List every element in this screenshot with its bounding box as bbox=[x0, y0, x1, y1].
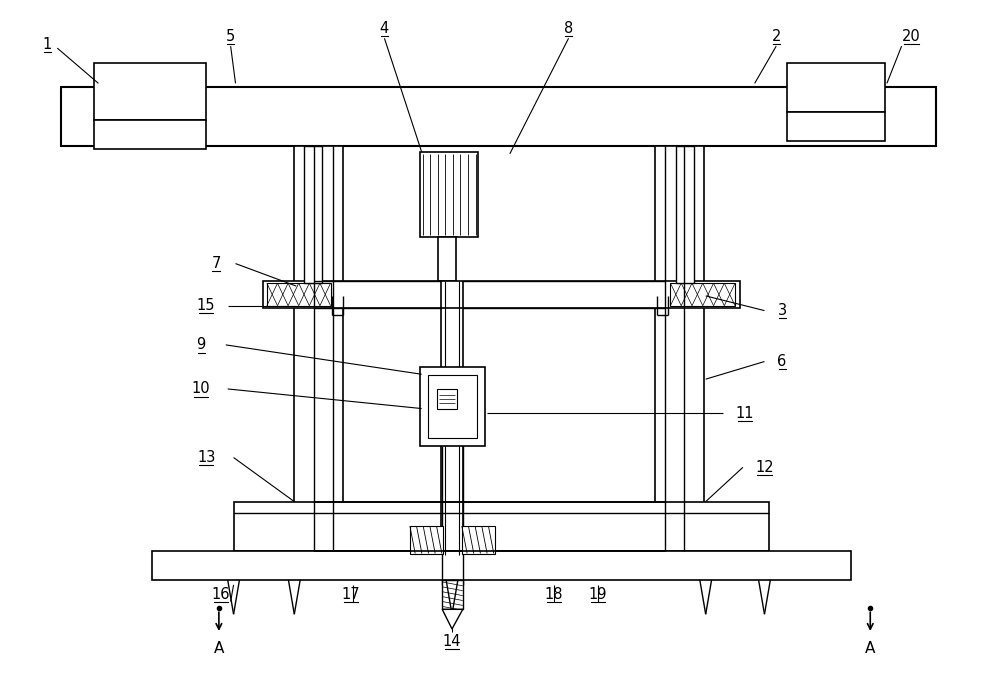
Text: 16: 16 bbox=[212, 587, 230, 602]
Bar bbox=[676, 146, 694, 283]
Bar bbox=[655, 146, 704, 506]
Bar bbox=[94, 63, 206, 119]
Text: 9: 9 bbox=[197, 338, 206, 353]
Bar bbox=[152, 551, 851, 580]
Bar bbox=[670, 283, 735, 306]
Bar bbox=[787, 63, 885, 112]
Text: 20: 20 bbox=[902, 29, 921, 44]
Text: 14: 14 bbox=[443, 634, 461, 649]
Text: 7: 7 bbox=[211, 256, 221, 271]
Text: 2: 2 bbox=[772, 29, 781, 44]
Bar bbox=[437, 389, 457, 409]
Bar bbox=[267, 283, 331, 306]
Bar bbox=[420, 367, 485, 445]
Text: 12: 12 bbox=[755, 460, 774, 475]
Bar bbox=[304, 146, 322, 283]
Text: 4: 4 bbox=[380, 21, 389, 36]
Text: 17: 17 bbox=[342, 587, 360, 602]
Bar bbox=[94, 119, 206, 149]
Bar bbox=[420, 152, 478, 237]
Text: 18: 18 bbox=[545, 587, 563, 602]
Polygon shape bbox=[442, 610, 463, 629]
Text: A: A bbox=[865, 641, 875, 656]
Text: 5: 5 bbox=[226, 29, 235, 44]
Bar bbox=[787, 112, 885, 141]
Text: 6: 6 bbox=[777, 354, 787, 369]
Text: 3: 3 bbox=[778, 303, 787, 318]
Bar bbox=[263, 281, 740, 308]
Bar bbox=[61, 87, 936, 146]
Text: 19: 19 bbox=[589, 587, 607, 602]
Text: 1: 1 bbox=[43, 37, 52, 52]
Bar bbox=[442, 580, 463, 610]
Text: 13: 13 bbox=[197, 450, 215, 465]
Text: A: A bbox=[214, 641, 224, 656]
Bar bbox=[410, 526, 443, 553]
Text: 15: 15 bbox=[197, 298, 215, 313]
Bar bbox=[462, 526, 495, 553]
Bar bbox=[428, 375, 477, 438]
Bar bbox=[234, 502, 769, 551]
Bar bbox=[438, 237, 456, 281]
Bar bbox=[294, 146, 343, 506]
Text: 10: 10 bbox=[192, 382, 211, 397]
Text: 8: 8 bbox=[564, 21, 573, 36]
Text: 11: 11 bbox=[736, 406, 754, 421]
